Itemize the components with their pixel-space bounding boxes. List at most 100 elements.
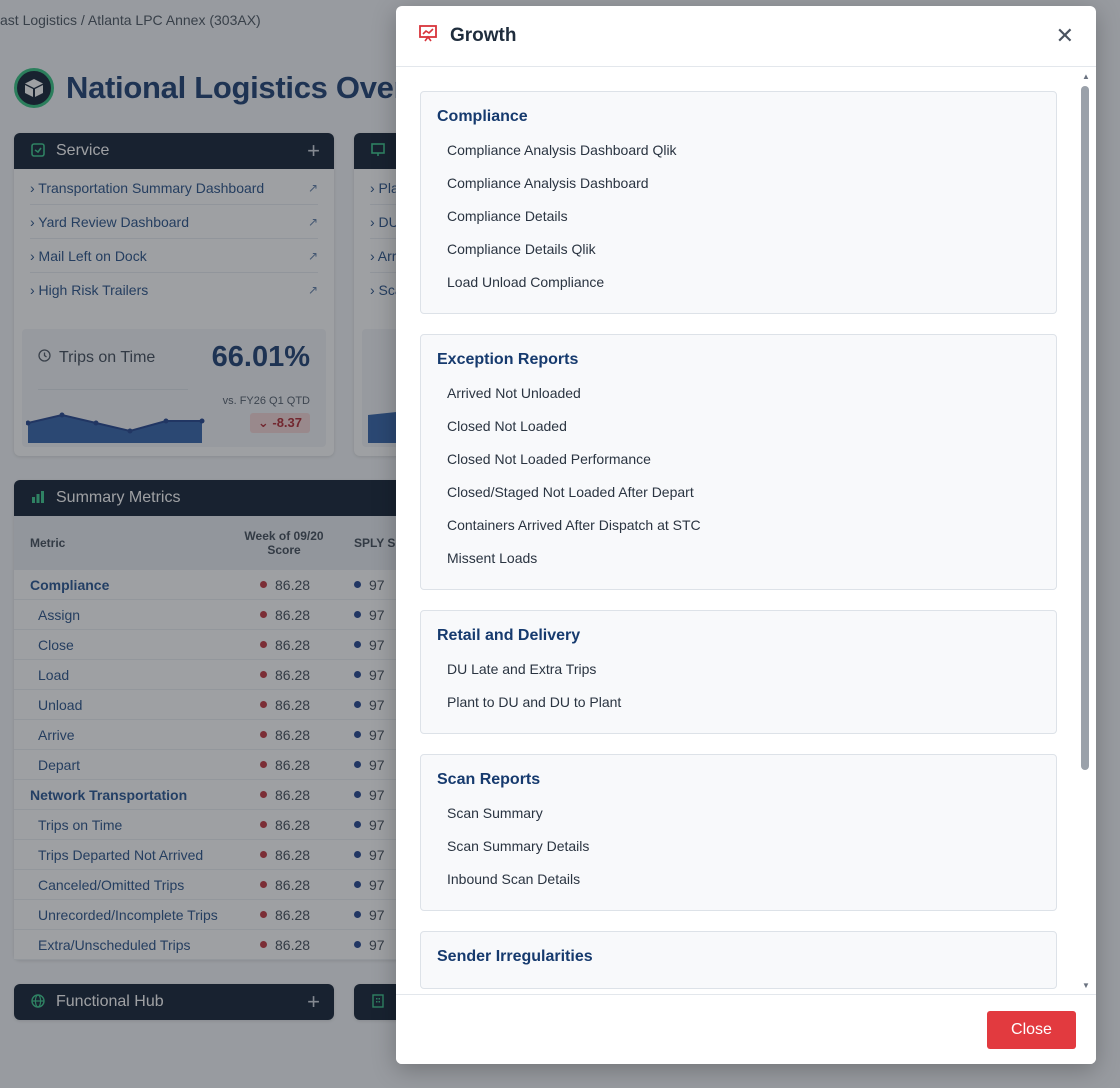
table-row[interactable]: Extra/Unscheduled Trips 86.28 97 bbox=[14, 930, 414, 960]
scroll-thumb[interactable] bbox=[1081, 86, 1089, 770]
trips-on-time-kpi: Trips on Time 66.01% vs. FY26 Q1 QTD ⌄ -… bbox=[22, 329, 326, 447]
table-row[interactable]: Close 86.28 97 bbox=[14, 630, 414, 660]
functional-hub-header[interactable]: Functional Hub + bbox=[14, 984, 334, 1020]
week-score-cell: 86.28 bbox=[230, 787, 338, 803]
sply-score-cell: 97 bbox=[338, 907, 385, 923]
service-card-title: Service bbox=[56, 142, 110, 159]
metric-name: Assign bbox=[38, 606, 81, 623]
table-row[interactable]: Load 86.28 97 bbox=[14, 660, 414, 690]
table-row[interactable]: Depart 86.28 97 bbox=[14, 750, 414, 780]
report-link[interactable]: Closed/Staged Not Loaded After Depart bbox=[447, 484, 694, 500]
status-dot-icon bbox=[354, 611, 361, 618]
report-link[interactable]: Compliance Analysis Dashboard bbox=[447, 175, 649, 191]
week-score-cell: 86.28 bbox=[230, 577, 338, 593]
kpi-sparkline bbox=[26, 412, 205, 443]
table-row[interactable]: Trips on Time 86.28 97 bbox=[14, 810, 414, 840]
report-link[interactable]: Compliance Details bbox=[447, 208, 568, 224]
table-row[interactable]: Assign 86.28 97 bbox=[14, 600, 414, 630]
building-icon bbox=[370, 993, 386, 1011]
report-link[interactable]: Plant to DU and DU to Plant bbox=[447, 694, 622, 710]
status-dot-icon bbox=[354, 881, 361, 888]
section-title: Exception Reports bbox=[437, 351, 579, 368]
report-link[interactable]: Inbound Scan Details bbox=[447, 871, 581, 887]
close-icon[interactable]: ✕ bbox=[1055, 23, 1074, 48]
cube-logo-icon bbox=[14, 68, 54, 108]
col-metric[interactable]: Metric bbox=[30, 536, 66, 550]
report-link[interactable]: Closed Not Loaded Performance bbox=[447, 451, 651, 467]
expand-plus-icon[interactable]: + bbox=[307, 138, 320, 163]
col-week-score[interactable]: Week of 09/20 Score bbox=[244, 529, 324, 557]
service-link[interactable]: › Transportation Summary Dashboard ↗ bbox=[30, 171, 318, 205]
col-sply[interactable]: SPLY S bbox=[354, 536, 396, 550]
service-link[interactable]: › Yard Review Dashboard ↗ bbox=[30, 205, 318, 239]
status-dot-icon bbox=[354, 791, 361, 798]
week-score-cell: 86.28 bbox=[230, 757, 338, 773]
status-dot-icon bbox=[354, 581, 361, 588]
status-dot-icon bbox=[354, 701, 361, 708]
table-row[interactable]: Network Transportation 86.28 97 bbox=[14, 780, 414, 810]
status-dot-icon bbox=[260, 671, 267, 678]
sply-score-cell: 97 bbox=[338, 577, 385, 593]
report-link[interactable]: Compliance Analysis Dashboard Qlik bbox=[447, 142, 677, 158]
second-link[interactable]: › Sca bbox=[370, 282, 403, 298]
inbox-icon bbox=[30, 142, 46, 160]
metric-name: Depart bbox=[38, 756, 81, 773]
kpi-divider bbox=[38, 389, 188, 390]
table-row[interactable]: Unrecorded/Incomplete Trips 86.28 97 bbox=[14, 900, 414, 930]
sply-score-cell: 97 bbox=[338, 817, 385, 833]
report-link[interactable]: DU Late and Extra Trips bbox=[447, 661, 597, 677]
expand-plus-icon[interactable]: + bbox=[307, 989, 320, 1014]
metric-name: Canceled/Omitted Trips bbox=[38, 876, 185, 893]
table-row[interactable]: Unload 86.28 97 bbox=[14, 690, 414, 720]
week-score-cell: 86.28 bbox=[230, 877, 338, 893]
presentation-icon bbox=[370, 142, 386, 160]
sply-score-cell: 97 bbox=[338, 937, 385, 953]
page-title: National Logistics Overvie bbox=[66, 70, 448, 105]
summary-metrics-header: Summary Metrics bbox=[14, 480, 434, 516]
modal-body[interactable]: Compliance Compliance Analysis Dashboard … bbox=[396, 68, 1096, 994]
table-row[interactable]: Trips Departed Not Arrived 86.28 97 bbox=[14, 840, 414, 870]
week-score-cell: 86.28 bbox=[230, 817, 338, 833]
status-dot-icon bbox=[260, 881, 267, 888]
scroll-down-arrow-icon[interactable]: ▼ bbox=[1082, 981, 1090, 990]
sply-score-cell: 97 bbox=[338, 877, 385, 893]
sply-score-cell: 97 bbox=[338, 787, 385, 803]
vertical-scrollbar[interactable]: ▲ ▼ bbox=[1074, 68, 1096, 994]
clock-icon bbox=[38, 349, 51, 367]
section-title: Scan Reports bbox=[437, 771, 541, 788]
status-dot-icon bbox=[354, 911, 361, 918]
report-link[interactable]: Containers Arrived After Dispatch at STC bbox=[447, 517, 701, 533]
metric-name: Extra/Unscheduled Trips bbox=[38, 936, 191, 953]
service-card-header[interactable]: Service + bbox=[14, 133, 334, 169]
status-dot-icon bbox=[354, 641, 361, 648]
sply-score-cell: 97 bbox=[338, 697, 385, 713]
service-link[interactable]: › Mail Left on Dock ↗ bbox=[30, 239, 318, 273]
report-link[interactable]: Load Unload Compliance bbox=[447, 274, 605, 290]
breadcrumb[interactable]: ast Logistics / Atlanta LPC Annex (303AX… bbox=[0, 12, 261, 28]
status-dot-icon bbox=[260, 941, 267, 948]
close-button[interactable]: Close bbox=[987, 1011, 1076, 1049]
kpi-value: 66.01% bbox=[211, 341, 310, 373]
status-dot-icon bbox=[260, 641, 267, 648]
service-link[interactable]: › High Risk Trailers ↗ bbox=[30, 282, 318, 298]
scroll-up-arrow-icon[interactable]: ▲ bbox=[1082, 72, 1090, 81]
status-dot-icon bbox=[354, 941, 361, 948]
sply-score-cell: 97 bbox=[338, 757, 385, 773]
week-score-cell: 86.28 bbox=[230, 907, 338, 923]
report-link[interactable]: Compliance Details Qlik bbox=[447, 241, 596, 257]
report-link[interactable]: Scan Summary bbox=[447, 805, 543, 821]
status-dot-icon bbox=[354, 671, 361, 678]
report-link[interactable]: Closed Not Loaded bbox=[447, 418, 567, 434]
table-row[interactable]: Arrive 86.28 97 bbox=[14, 720, 414, 750]
report-link[interactable]: Missent Loads bbox=[447, 550, 538, 566]
table-row[interactable]: Compliance 86.28 97 bbox=[14, 570, 414, 600]
summary-metrics-title: Summary Metrics bbox=[56, 489, 181, 506]
report-link[interactable]: Scan Summary Details bbox=[447, 838, 590, 854]
status-dot-icon bbox=[260, 821, 267, 828]
metric-name: Unload bbox=[38, 696, 83, 713]
table-row[interactable]: Canceled/Omitted Trips 86.28 97 bbox=[14, 870, 414, 900]
report-link[interactable]: Arrived Not Unloaded bbox=[447, 385, 581, 401]
metric-name: Load bbox=[38, 666, 70, 683]
section-title: Compliance bbox=[437, 108, 528, 125]
kpi-comparison: vs. FY26 Q1 QTD bbox=[222, 395, 310, 407]
